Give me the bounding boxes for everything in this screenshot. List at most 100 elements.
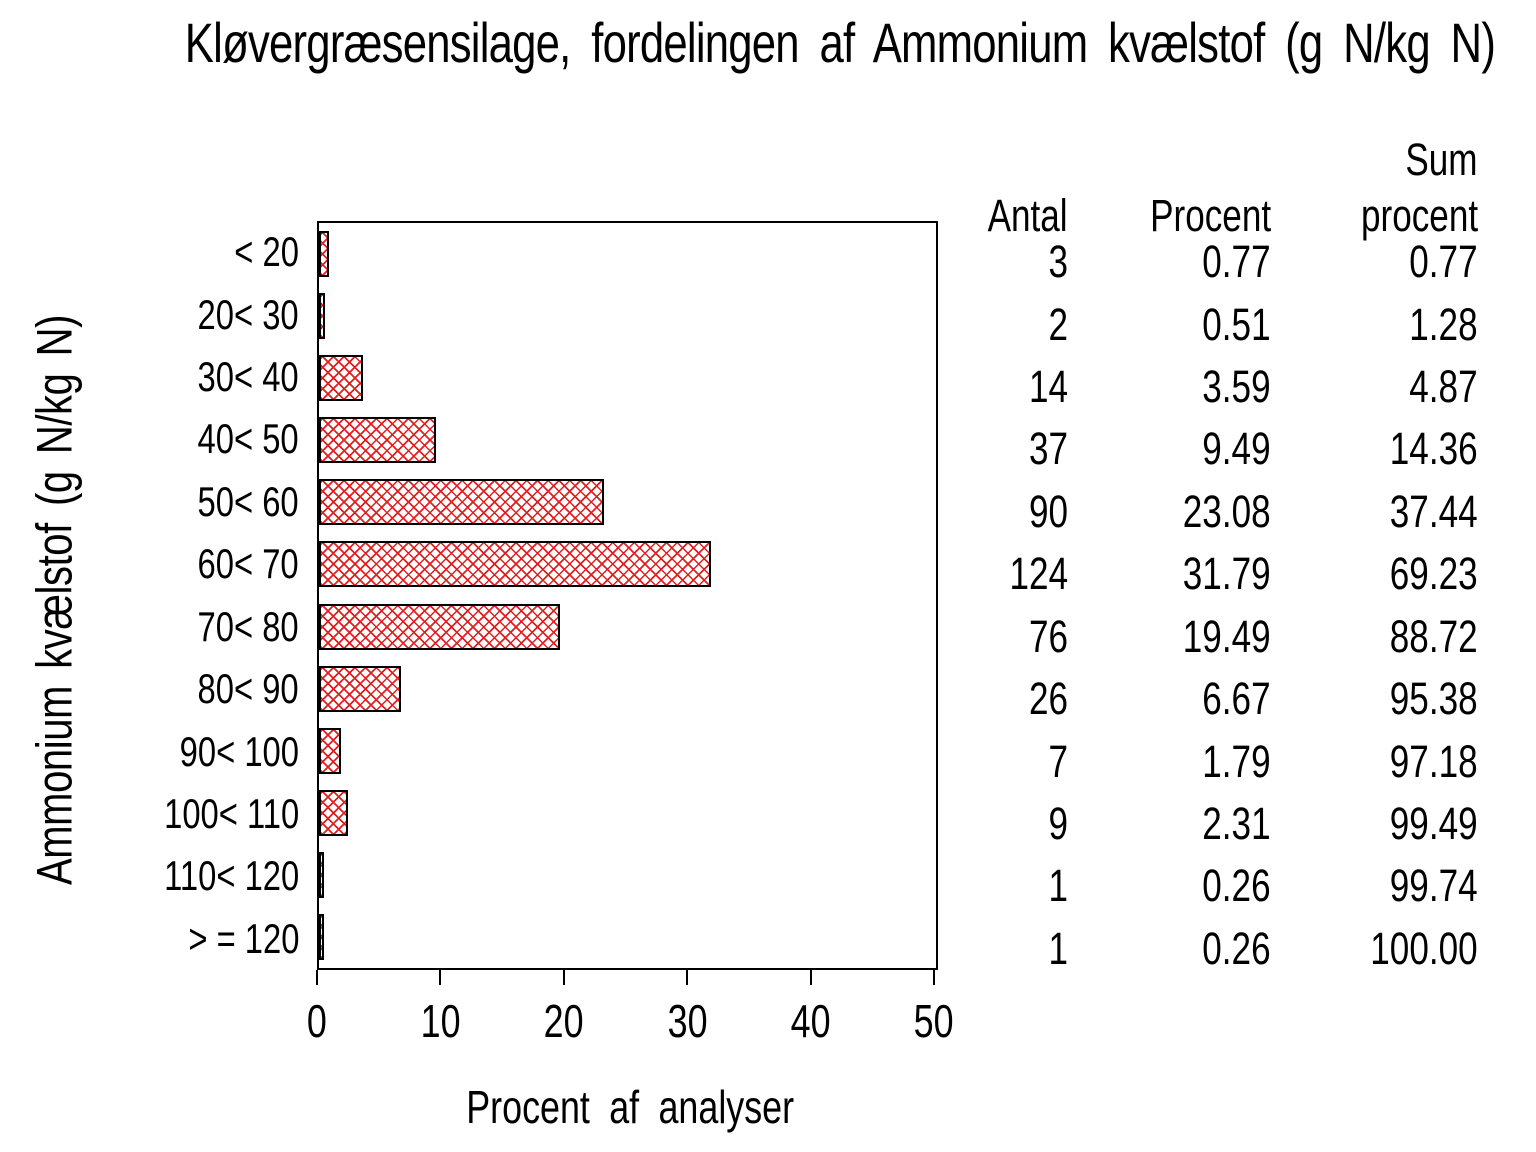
table-cell: 3.59: [1068, 361, 1271, 413]
table-row: 37 9.49 14.36: [941, 418, 1478, 480]
table-cell: 0.26: [1068, 860, 1271, 912]
table-cell: 69.23: [1271, 548, 1478, 600]
table-cell-text: 1: [1048, 860, 1068, 912]
table-cell-text: 14.36: [1390, 423, 1478, 475]
bar-60< 70: [319, 541, 712, 588]
bar-row: [319, 409, 936, 471]
x-axis-label: Procent af analyser: [330, 1080, 930, 1134]
x-tick-mark: [686, 970, 689, 985]
y-tick-label: 70< 80: [0, 596, 299, 658]
table-cell: 26: [941, 673, 1068, 725]
table-cell: 2: [941, 299, 1068, 351]
y-tick-label: < 20: [0, 221, 299, 283]
bar-row: [319, 720, 936, 782]
table-cell-text: 99.49: [1390, 798, 1478, 849]
y-tick-label: 90< 100: [0, 720, 299, 782]
bar-row: [319, 285, 936, 347]
table-row: 124 31.79 69.23: [941, 543, 1478, 605]
table-cell-text: 37.44: [1390, 485, 1478, 537]
x-tick-label: 20: [504, 996, 624, 1046]
bar-row: [319, 533, 936, 595]
table-row: 2 0.51 1.28: [941, 293, 1478, 355]
table-header-line2: Antal Procent procent: [941, 190, 1478, 242]
bar-40< 50: [319, 417, 437, 464]
x-tick-label: 10: [380, 996, 500, 1046]
x-tick-mark: [439, 970, 442, 985]
bar-70< 80: [319, 603, 560, 650]
y-tick-label: 110< 120: [0, 845, 299, 907]
x-tick-label-text: 20: [543, 995, 584, 1047]
table-cell: 0.77: [1271, 236, 1478, 288]
table-header-text: Procent: [1150, 190, 1271, 241]
table-cell: 7: [941, 736, 1068, 788]
plot-area: [317, 221, 938, 970]
table-header-cell: [1068, 134, 1271, 186]
table-cell-text: 0.77: [1409, 236, 1478, 288]
table-cell: 1.28: [1271, 299, 1478, 351]
y-tick-label: 60< 70: [0, 533, 299, 595]
table-header-text: procent: [1360, 190, 1478, 241]
bar-20< 30: [319, 293, 326, 340]
table-cell-text: 31.79: [1183, 548, 1271, 600]
y-tick-label: 40< 50: [0, 408, 299, 470]
x-tick-label-text: 50: [914, 995, 954, 1047]
table-cell-text: 6.67: [1202, 673, 1271, 725]
x-axis-label-text: Procent af analyser: [466, 1081, 794, 1133]
y-tick-label: 50< 60: [0, 471, 299, 533]
table-cell: 9: [941, 798, 1068, 850]
y-tick-label-text: 20< 30: [197, 290, 299, 338]
table-cell: 95.38: [1271, 673, 1478, 725]
table-cell: 100.00: [1271, 923, 1478, 975]
table-cell: 97.18: [1271, 736, 1478, 788]
table-row: 1 0.26 99.74: [941, 855, 1478, 917]
table-header-cell: Sum: [1271, 134, 1478, 186]
table-cell-text: 97.18: [1390, 735, 1478, 787]
y-tick-label-text: 110< 120: [163, 852, 299, 900]
table-cell: 124: [941, 548, 1068, 600]
bar-100< 110: [319, 789, 348, 836]
y-axis-tick-labels: < 20 20< 30 30< 40 40< 50 50< 60 60< 70 70< 80…: [0, 221, 299, 970]
y-tick-label-text: 100< 110: [163, 790, 299, 837]
chart-title-text: Kløvergræsensilage, fordelingen af Ammon…: [184, 11, 1496, 74]
x-tick-label: 30: [627, 996, 747, 1046]
bar-row: [319, 782, 936, 844]
table-cell-text: 26: [1028, 673, 1068, 725]
table-cell-text: 95.38: [1390, 673, 1478, 725]
bar-row: [319, 471, 936, 533]
table-cell-text: 9.49: [1202, 423, 1271, 475]
table-cell: 14.36: [1271, 423, 1478, 475]
table-cell: 0.26: [1068, 923, 1271, 975]
y-tick-label: 20< 30: [0, 283, 299, 345]
y-tick-label-text: 50< 60: [197, 477, 299, 525]
table-cell-text: 37: [1028, 423, 1068, 475]
table-header-cell: Procent: [1068, 190, 1271, 242]
x-tick-label: 50: [874, 996, 994, 1046]
table-cell-text: 7: [1048, 735, 1068, 787]
bar-row: [319, 595, 936, 657]
table-cell: 3: [941, 236, 1068, 288]
table-cell: 19.49: [1068, 611, 1271, 663]
y-tick-label-text: < 20: [234, 228, 299, 276]
y-tick-label: 30< 40: [0, 346, 299, 408]
table-header-line1: Sum: [941, 134, 1478, 186]
table-cell-text: 3.59: [1202, 361, 1271, 413]
bar-90< 100: [319, 727, 342, 774]
table-cell-text: 2.31: [1202, 798, 1271, 849]
table-cell-text: 99.74: [1390, 860, 1478, 912]
table-row: 14 3.59 4.87: [941, 356, 1478, 418]
y-tick-label-text: 90< 100: [179, 727, 299, 775]
table-cell-text: 90: [1028, 485, 1068, 537]
table-header-cell: procent: [1271, 190, 1478, 242]
bar-110< 120: [319, 851, 324, 898]
chart-title: Kløvergræsensilage, fordelingen af Ammon…: [0, 10, 1536, 75]
table-row: 1 0.26 100.00: [941, 918, 1478, 980]
table-cell-text: 0.51: [1202, 298, 1271, 350]
table-cell-text: 0.77: [1202, 236, 1271, 288]
table-cell-text: 124: [1009, 548, 1068, 600]
y-tick-label-text: > = 120: [187, 914, 299, 962]
table-cell-text: 76: [1028, 610, 1068, 662]
x-tick-label: 0: [257, 996, 377, 1046]
table-cell: 4.87: [1271, 361, 1478, 413]
x-tick-label-text: 10: [420, 995, 461, 1047]
